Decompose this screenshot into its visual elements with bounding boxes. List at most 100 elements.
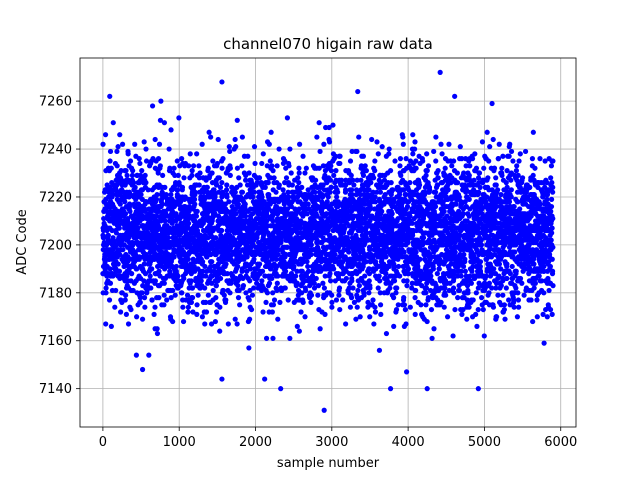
data-point [329, 292, 335, 298]
data-point [203, 299, 209, 305]
data-point [330, 122, 336, 128]
data-point [332, 251, 338, 258]
data-point [242, 201, 248, 207]
data-point [181, 275, 187, 282]
data-point [119, 141, 126, 147]
data-point [284, 244, 290, 250]
data-point [235, 201, 241, 207]
data-point [467, 163, 473, 169]
data-point [103, 285, 109, 291]
data-point [284, 206, 291, 212]
data-point [282, 268, 289, 274]
data-point [112, 304, 118, 310]
data-point [452, 249, 458, 255]
data-point [102, 132, 109, 138]
data-point [209, 259, 215, 265]
data-point [401, 302, 408, 308]
data-point [161, 302, 167, 308]
data-point [395, 184, 401, 190]
data-point [122, 211, 129, 217]
data-point [377, 290, 383, 296]
data-point [275, 251, 281, 258]
data-point [329, 304, 335, 310]
data-point [392, 158, 398, 164]
data-point [379, 144, 385, 150]
data-point [295, 175, 301, 181]
data-point [213, 283, 219, 289]
data-point [322, 273, 328, 279]
data-point [284, 115, 290, 121]
data-point [303, 287, 309, 294]
data-point [320, 163, 326, 169]
data-point [259, 194, 265, 200]
data-point [464, 316, 470, 322]
data-point [220, 287, 226, 294]
data-point [367, 206, 374, 212]
data-point [142, 208, 148, 214]
data-point [275, 316, 281, 322]
data-point [203, 309, 210, 315]
data-point [479, 295, 485, 301]
data-point [137, 160, 143, 167]
data-point [240, 283, 247, 289]
data-point [479, 139, 486, 145]
data-point [391, 278, 398, 284]
data-point [226, 199, 232, 205]
data-point [300, 299, 306, 305]
data-point [327, 189, 333, 195]
data-point [226, 144, 232, 150]
data-point [431, 326, 437, 332]
data-point [143, 158, 150, 164]
data-point [349, 191, 355, 198]
data-point [188, 299, 195, 305]
data-point [387, 168, 394, 174]
data-point [152, 278, 158, 284]
data-point [420, 235, 427, 241]
data-point [355, 287, 361, 294]
data-point [366, 187, 372, 193]
data-point [185, 256, 191, 262]
data-point [234, 117, 240, 123]
data-point [383, 271, 389, 277]
data-point [192, 201, 198, 207]
data-point [244, 182, 251, 188]
data-point [192, 189, 198, 195]
data-point [333, 297, 340, 303]
data-point [366, 278, 372, 284]
data-point [281, 201, 287, 207]
data-point [259, 160, 265, 167]
data-point [162, 218, 168, 224]
data-point [156, 141, 163, 147]
data-point [305, 201, 311, 207]
data-point [459, 311, 465, 317]
data-point [372, 194, 378, 200]
data-point [354, 304, 360, 310]
data-point [132, 184, 138, 190]
data-point [293, 273, 299, 279]
data-point [204, 254, 210, 260]
data-point [130, 287, 136, 294]
data-point [397, 163, 403, 169]
data-point [180, 304, 186, 310]
data-point [127, 158, 134, 164]
data-point [208, 134, 214, 140]
data-point [188, 278, 194, 284]
data-point [446, 141, 452, 147]
data-point [213, 235, 219, 241]
data-point [115, 144, 121, 150]
data-point [174, 158, 180, 164]
data-point [274, 163, 280, 169]
data-point [242, 213, 249, 219]
data-point [270, 335, 276, 341]
data-point [189, 285, 196, 291]
data-point [235, 283, 241, 289]
data-point [405, 239, 411, 246]
data-point [409, 280, 415, 286]
data-point [347, 304, 354, 310]
data-point [354, 177, 360, 183]
data-point [185, 220, 192, 226]
data-point [204, 184, 210, 190]
data-point [147, 273, 153, 279]
data-point [136, 254, 143, 260]
data-point [114, 148, 120, 155]
